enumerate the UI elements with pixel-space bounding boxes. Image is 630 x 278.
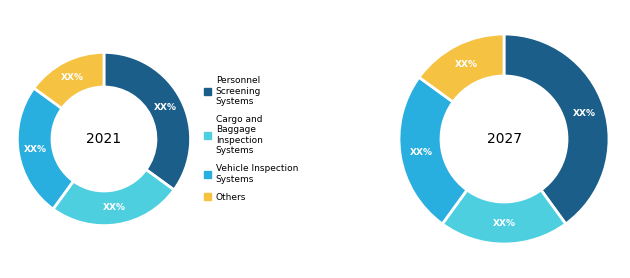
Text: XX%: XX% xyxy=(454,60,478,69)
Wedge shape xyxy=(53,170,174,226)
Wedge shape xyxy=(399,77,467,224)
Text: XX%: XX% xyxy=(410,148,433,157)
Text: XX%: XX% xyxy=(24,145,47,154)
Text: XX%: XX% xyxy=(61,73,84,82)
Wedge shape xyxy=(419,34,504,102)
Wedge shape xyxy=(104,52,190,190)
Text: 2027: 2027 xyxy=(486,132,522,146)
Wedge shape xyxy=(18,88,74,209)
Text: XX%: XX% xyxy=(573,108,595,118)
Wedge shape xyxy=(504,34,609,224)
Wedge shape xyxy=(34,52,104,108)
Wedge shape xyxy=(442,190,566,244)
Text: XX%: XX% xyxy=(103,203,126,212)
Text: XX%: XX% xyxy=(493,219,515,227)
Legend: Personnel
Screening
Systems, Cargo and
Baggage
Inspection
Systems, Vehicle Inspe: Personnel Screening Systems, Cargo and B… xyxy=(204,76,298,202)
Text: 2021: 2021 xyxy=(86,132,122,146)
Text: XX%: XX% xyxy=(154,103,177,112)
